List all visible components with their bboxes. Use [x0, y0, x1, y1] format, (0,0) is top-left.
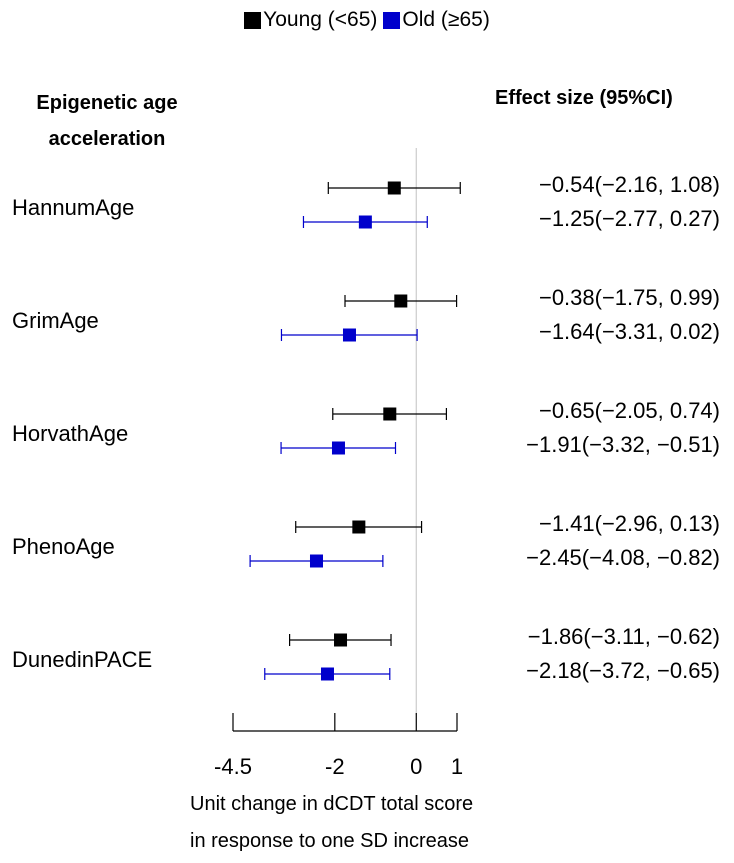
value-label: −0.38(−1.75, 0.99) — [539, 285, 720, 310]
category-label: HorvathAge — [12, 421, 128, 446]
point — [383, 407, 397, 421]
x-tick-label: 0 — [410, 754, 422, 779]
x-axis-label: Unit change in dCDT total score in respo… — [190, 793, 474, 852]
x-tick-label: -4.5 — [214, 754, 252, 779]
legend-item: Old (≥65) — [383, 8, 490, 32]
legend-item: Young (<65) — [244, 8, 377, 32]
legend: Young (<65) Old (≥65) — [0, 8, 734, 32]
point — [334, 633, 348, 647]
legend-label: Young (<65) — [263, 8, 378, 31]
row-header: Epigenetic age acceleration — [36, 92, 178, 150]
x-tick-label: 1 — [451, 754, 463, 779]
category-label: GrimAge — [12, 308, 99, 333]
value-label: −2.45(−4.08, −0.82) — [526, 545, 720, 570]
point — [320, 667, 334, 681]
point — [358, 215, 372, 229]
value-label: −1.25(−2.77, 0.27) — [539, 206, 720, 231]
value-label: −1.86(−3.11, −0.62) — [528, 624, 720, 649]
category-label: DunedinPACE — [12, 647, 152, 672]
value-label: −0.54(−2.16, 1.08) — [539, 172, 720, 197]
point — [387, 181, 401, 195]
value-label: −1.41(−2.96, 0.13) — [539, 511, 720, 536]
value-label: −2.18(−3.72, −0.65) — [526, 658, 720, 683]
category-label: PhenoAge — [12, 534, 115, 559]
value-header: Effect size (95%CI) — [495, 87, 673, 109]
x-tick-label: -2 — [325, 754, 345, 779]
point — [352, 520, 366, 534]
point — [394, 294, 408, 308]
value-label: −1.64(−3.31, 0.02) — [539, 319, 720, 344]
category-label: HannumAge — [12, 195, 134, 220]
point — [331, 441, 345, 455]
value-label: −0.65(−2.05, 0.74) — [539, 398, 720, 423]
point — [309, 554, 323, 568]
legend-swatch — [244, 11, 262, 29]
legend-label: Old (≥65) — [402, 8, 490, 31]
value-label: −1.91(−3.32, −0.51) — [526, 432, 720, 457]
legend-swatch — [383, 11, 401, 29]
point — [342, 328, 356, 342]
